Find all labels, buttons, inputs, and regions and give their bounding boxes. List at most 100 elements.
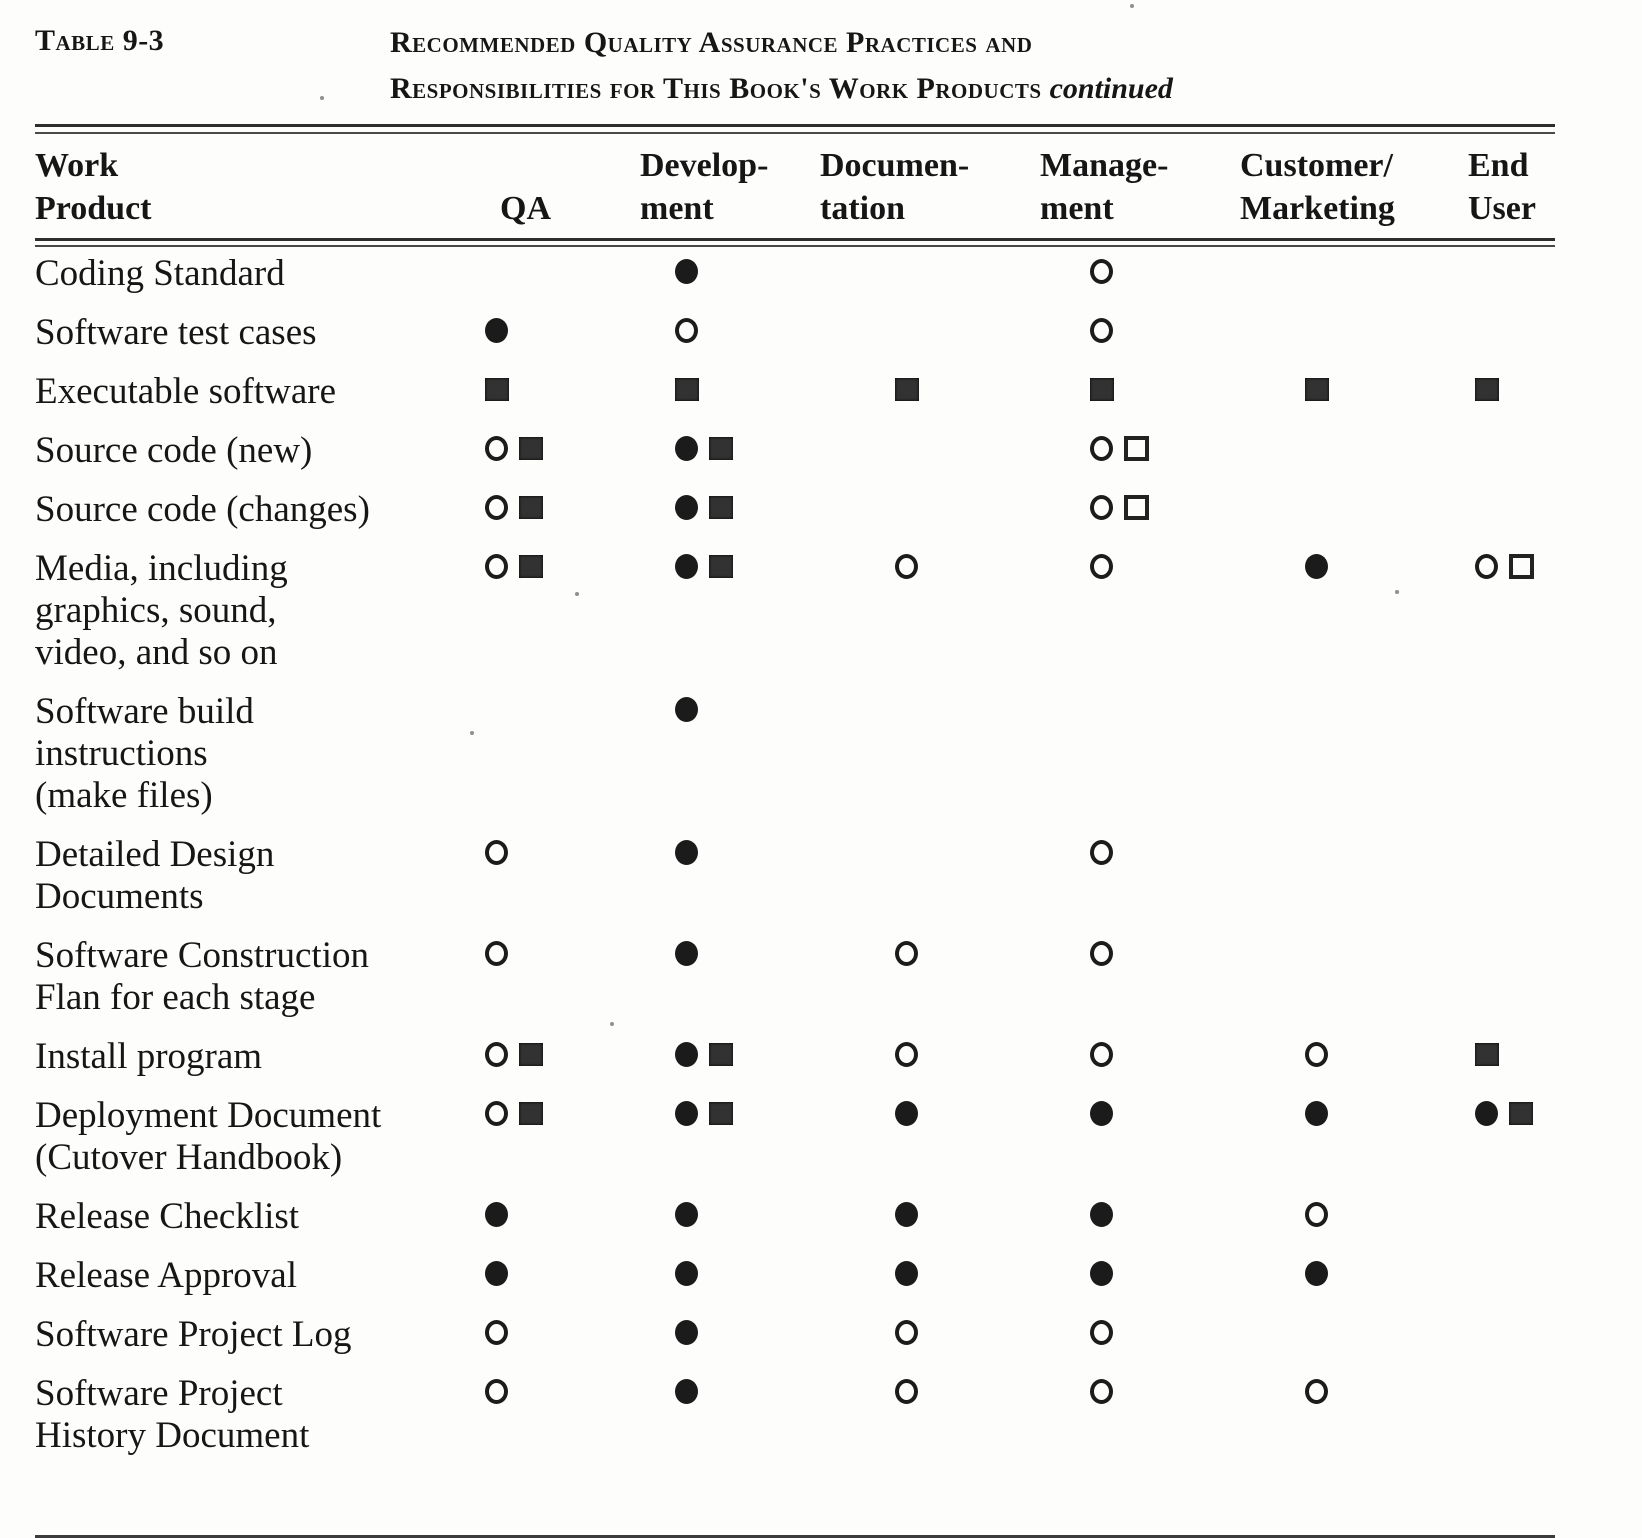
- responsibility-cell-management: [1020, 1373, 1215, 1457]
- filled-square-symbol: [709, 496, 733, 520]
- responsibility-cell-customer_marketing: [1215, 691, 1420, 817]
- open-circle-symbol: [1305, 1379, 1328, 1405]
- column-header-end_user: End User: [1420, 144, 1553, 230]
- responsibility-cell-customer_marketing: [1215, 834, 1420, 918]
- open-circle-symbol: [1090, 436, 1113, 462]
- filled-square-symbol: [519, 1043, 543, 1067]
- responsibility-cell-documentation: [820, 489, 1020, 531]
- filled-square-symbol: [895, 378, 919, 402]
- responsibility-cell-documentation: [820, 430, 1020, 472]
- responsibility-cell-management: [1020, 1036, 1215, 1078]
- table-row: Install program: [35, 1036, 1642, 1078]
- column-header-qa: QA: [460, 144, 640, 230]
- responsibility-cell-end_user: [1420, 312, 1553, 354]
- work-product-line: Executable software: [35, 371, 336, 412]
- work-product-line: Flan for each stage: [35, 977, 316, 1018]
- work-product-line: Software Construction: [35, 935, 369, 976]
- responsibility-cell-qa: [460, 489, 640, 531]
- responsibility-cell-development: [640, 371, 820, 413]
- continued-label: continued: [1049, 72, 1173, 105]
- work-product-line: Coding Standard: [35, 253, 285, 294]
- column-header-line: Manage-: [1040, 147, 1169, 184]
- open-square-symbol: [1509, 554, 1534, 580]
- responsibility-cell-documentation: [820, 1036, 1020, 1078]
- open-circle-symbol: [485, 840, 508, 866]
- filled-square-symbol: [1305, 378, 1329, 402]
- column-header-line: ment: [640, 190, 714, 227]
- responsibility-cell-development: [640, 691, 820, 817]
- responsibility-cell-documentation: [820, 1255, 1020, 1297]
- work-product-cell: Release Approval: [35, 1255, 460, 1297]
- responsibility-cell-end_user: [1420, 1255, 1553, 1297]
- responsibility-cell-development: [640, 253, 820, 295]
- table-row: Software build instructions (make files): [35, 691, 1642, 817]
- open-circle-symbol: [1090, 259, 1113, 285]
- work-product-cell: Source code (changes): [35, 489, 460, 531]
- responsibility-cell-qa: [460, 1314, 640, 1356]
- responsibility-cell-management: [1020, 935, 1215, 1019]
- work-product-line: Source code (new): [35, 430, 313, 471]
- column-header-line: End: [1468, 147, 1529, 184]
- open-circle-symbol: [1305, 1202, 1328, 1228]
- filled-circle-symbol: [675, 840, 698, 866]
- table-caption: Table 9-3 Recommended Quality Assurance …: [0, 0, 1642, 112]
- column-header-line: Marketing: [1240, 190, 1395, 227]
- column-header-documentation: Documen-tation: [820, 144, 1020, 230]
- work-product-line: Media, including: [35, 548, 288, 589]
- responsibility-cell-customer_marketing: [1215, 1196, 1420, 1238]
- responsibility-cell-management: [1020, 691, 1215, 817]
- responsibility-cell-qa: [460, 834, 640, 918]
- filled-circle-symbol: [675, 495, 698, 521]
- open-circle-symbol: [1090, 1042, 1113, 1068]
- table-row: Coding Standard: [35, 253, 1642, 295]
- open-circle-symbol: [485, 554, 508, 580]
- responsibility-cell-end_user: [1420, 371, 1553, 413]
- responsibility-cell-end_user: [1420, 253, 1553, 295]
- work-product-line: Software Project: [35, 1373, 283, 1414]
- work-product-line: (make files): [35, 775, 213, 816]
- responsibility-cell-documentation: [820, 1095, 1020, 1179]
- scan-speck: [1130, 4, 1134, 8]
- open-circle-symbol: [1090, 554, 1113, 580]
- responsibility-cell-management: [1020, 371, 1215, 413]
- responsibility-cell-documentation: [820, 834, 1020, 918]
- open-circle-symbol: [1090, 1320, 1113, 1346]
- scan-speck: [320, 96, 324, 100]
- open-square-symbol: [1124, 436, 1149, 462]
- filled-circle-symbol: [1305, 554, 1328, 580]
- responsibility-cell-development: [640, 312, 820, 354]
- table-row: Source code (changes): [35, 489, 1642, 531]
- column-header-development: Develop-ment: [640, 144, 820, 230]
- filled-circle-symbol: [895, 1202, 918, 1228]
- column-header-line: tation: [820, 190, 905, 227]
- responsibility-cell-qa: [460, 1036, 640, 1078]
- responsibility-cell-qa: [460, 548, 640, 674]
- responsibility-cell-development: [640, 935, 820, 1019]
- work-product-line: graphics, sound,: [35, 590, 277, 631]
- responsibility-cell-development: [640, 548, 820, 674]
- responsibility-cell-documentation: [820, 935, 1020, 1019]
- open-circle-symbol: [1090, 318, 1113, 344]
- responsibility-cell-management: [1020, 312, 1215, 354]
- responsibility-cell-qa: [460, 312, 640, 354]
- filled-circle-symbol: [675, 1320, 698, 1346]
- work-product-cell: Detailed Design Documents: [35, 834, 460, 918]
- header-divider-rule: [35, 238, 1555, 247]
- open-circle-symbol: [895, 554, 918, 580]
- filled-circle-symbol: [1475, 1101, 1498, 1127]
- column-header-line: Documen-: [820, 147, 970, 184]
- column-header-management: Manage-ment: [1020, 144, 1215, 230]
- filled-square-symbol: [1090, 378, 1114, 402]
- work-product-line: Software test cases: [35, 312, 317, 353]
- column-header-line: ment: [1040, 190, 1114, 227]
- table-row: Executable software: [35, 371, 1642, 413]
- responsibility-cell-customer_marketing: [1215, 312, 1420, 354]
- filled-circle-symbol: [1305, 1261, 1328, 1287]
- filled-circle-symbol: [675, 941, 698, 967]
- work-product-cell: Software Project Log: [35, 1314, 460, 1356]
- column-header-line: Customer/: [1240, 147, 1393, 184]
- column-header-product: Work Product: [35, 144, 460, 230]
- work-product-cell: Software build instructions (make files): [35, 691, 460, 817]
- responsibility-cell-management: [1020, 1255, 1215, 1297]
- table-header-row: Work Product QA Develop-ment Documen-tation M…: [0, 134, 1642, 238]
